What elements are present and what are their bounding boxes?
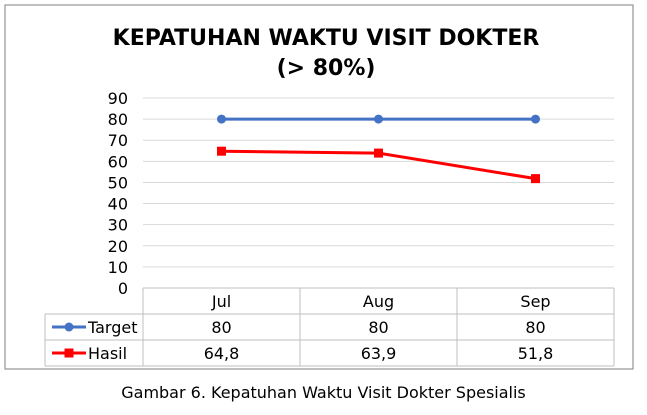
table-value: 64,8: [204, 344, 240, 363]
y-tick-label: 10: [108, 258, 128, 277]
x-category-label: Jul: [211, 292, 231, 311]
chart-frame: KEPATUHAN WAKTU VISIT DOKTER (> 80%) 0 10…: [4, 4, 634, 370]
x-category-label: Sep: [520, 292, 550, 311]
chart-title-line2: (> 80%): [277, 56, 376, 81]
table-value: 80: [211, 318, 231, 337]
y-tick-label: 90: [108, 89, 128, 108]
table-value: 80: [368, 318, 388, 337]
y-tick-label: 50: [108, 173, 128, 192]
y-tick-labels: 0 10 20 30 40 50 60 70 80 90: [108, 89, 128, 298]
y-tick-label: 40: [108, 195, 128, 214]
chart-border: [4, 4, 634, 370]
y-tick-label: 0: [118, 279, 128, 298]
y-tick-label: 80: [108, 110, 128, 129]
data-table: Jul Aug Sep Target 80 80 80 Hasil 64,8 63,9 51,8: [44, 287, 615, 367]
table-value: 80: [525, 318, 545, 337]
data-point: [374, 114, 383, 124]
data-point: [217, 146, 226, 156]
data-point: [217, 114, 226, 124]
y-tick-label: 70: [108, 131, 128, 150]
figure-caption: Gambar 6. Kepatuhan Waktu Visit Dokter S…: [121, 383, 526, 402]
series-layer: [217, 114, 540, 184]
chart-svg: KEPATUHAN WAKTU VISIT DOKTER (> 80%) 0 10…: [4, 4, 634, 370]
y-tick-label: 20: [108, 237, 128, 256]
grid-layer: [143, 97, 614, 268]
x-category-label: Aug: [363, 292, 394, 311]
legend-label: Hasil: [88, 344, 127, 363]
y-tick-label: 30: [108, 216, 128, 235]
chart-title-line1: KEPATUHAN WAKTU VISIT DOKTER: [113, 26, 540, 51]
y-tick-label: 60: [108, 152, 128, 171]
table-value: 51,8: [518, 344, 554, 363]
data-point: [531, 174, 540, 184]
legend-label: Target: [87, 318, 138, 337]
legend-marker: [64, 322, 74, 332]
data-point: [374, 148, 383, 158]
table-value: 63,9: [361, 344, 397, 363]
data-point: [531, 114, 540, 124]
legend-marker: [64, 348, 74, 358]
